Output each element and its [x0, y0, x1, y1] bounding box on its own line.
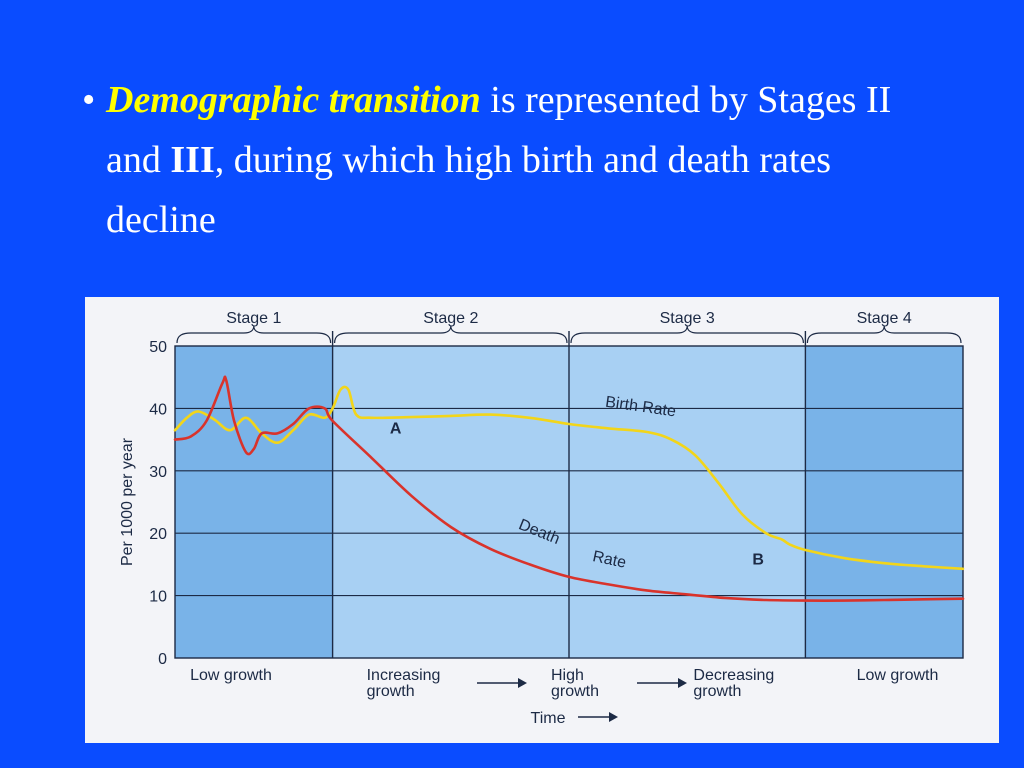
stage-3-caption-line-2: growth — [551, 683, 599, 700]
bullet-block: • Demographic transition is represented … — [82, 70, 942, 250]
annotation-a: A — [390, 420, 402, 437]
caption-arrowhead-2 — [678, 678, 687, 688]
bullet-text: Demographic transition is represented by… — [106, 70, 942, 250]
stage-1-caption-line-1: Low growth — [190, 667, 272, 684]
stage-4-caption-line-2: growth — [693, 683, 741, 700]
y-tick-label-0: 0 — [158, 651, 167, 668]
stage-label-3: Stage 3 — [660, 310, 715, 327]
stage-label-4: Stage 4 — [857, 310, 912, 327]
stage-bracket-4 — [806, 325, 962, 344]
y-tick-label-30: 30 — [149, 464, 167, 481]
stage-2-caption-line-1: Increasing — [367, 667, 441, 684]
birth-rate-line — [173, 385, 965, 571]
stage-label-2: Stage 2 — [423, 310, 478, 327]
time-arrowhead — [609, 712, 618, 722]
bold-stage: III — [170, 139, 215, 181]
annotation-b: B — [752, 551, 764, 568]
stage-label-1: Stage 1 — [226, 310, 281, 327]
x-axis-label: Time — [531, 710, 566, 727]
stage-bracket-1 — [176, 325, 332, 344]
series-label-2: Rate — [591, 548, 628, 572]
plot-frame — [174, 345, 964, 659]
y-axis-label: Per 1000 per year — [119, 437, 136, 566]
key-term: Demographic transition — [106, 79, 481, 121]
stage-band-2 — [332, 346, 569, 658]
death-rate-line — [173, 375, 965, 602]
stage-band-4 — [805, 346, 963, 658]
stage-3-caption-line-1: High — [551, 667, 584, 684]
bullet-text-part-2: , during which high birth and death rate… — [106, 139, 832, 241]
stage-band-3 — [569, 346, 806, 658]
y-tick-label-40: 40 — [149, 401, 167, 418]
stage-4-caption-line-1: Decreasing — [693, 667, 774, 684]
stage-band-1 — [175, 346, 333, 658]
bullet-text-part-1: is represented by Stages II and — [106, 79, 892, 181]
chart-figure: Stage 1 Stage 2 Stage 3 Stage 4 0 10 20 30 40 50 P… — [85, 297, 999, 743]
y-tick-label-20: 20 — [149, 526, 167, 543]
bullet-dot: • — [82, 79, 96, 121]
caption-arrowhead-1 — [518, 678, 527, 688]
demographic-transition-chart: Stage 1 Stage 2 Stage 3 Stage 4 0 10 20 30 40 50 P… — [119, 310, 965, 727]
y-tick-label-50: 50 — [149, 339, 167, 356]
end-caption-line-1: Low growth — [857, 667, 939, 684]
stage-bracket-2 — [334, 325, 568, 344]
y-tick-label-10: 10 — [149, 589, 167, 606]
stage-2-caption-line-2: growth — [367, 683, 415, 700]
stage-bracket-3 — [570, 325, 804, 344]
